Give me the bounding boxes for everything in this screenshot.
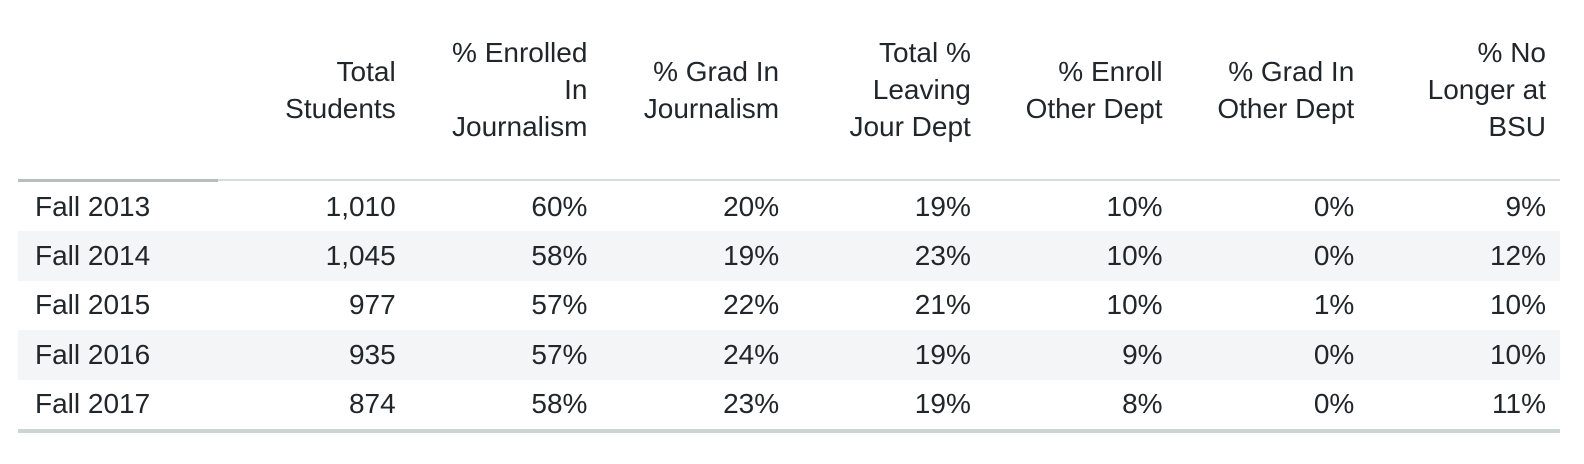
cell-grad-journalism[interactable]: 20%: [723, 190, 780, 222]
cell-no-longer-at-bsu[interactable]: 11%: [1492, 388, 1546, 420]
cell-total-students[interactable]: 977: [348, 289, 396, 321]
row-label[interactable]: Fall 2013: [35, 190, 151, 222]
cell-grad-journalism[interactable]: 19%: [723, 240, 780, 272]
cell-leaving-jour-dept[interactable]: 19%: [914, 190, 971, 222]
cell-leaving-jour-dept[interactable]: 19%: [914, 338, 971, 370]
cell-grad-journalism[interactable]: 24%: [723, 338, 780, 370]
cell-grad-journalism[interactable]: 23%: [723, 388, 780, 420]
table-row: Fall 2016 935 57% 24% 19% 9% 0% 10%: [18, 330, 1560, 380]
cell-enrolled-journalism[interactable]: 58%: [531, 240, 588, 272]
header-divider-data-segment: [218, 179, 1560, 181]
table-row: Fall 2013 1,010 60% 20% 19% 10% 0% 9%: [18, 182, 1560, 231]
table-row: Fall 2017 874 58% 23% 19% 8% 0% 11%: [18, 380, 1560, 429]
cell-enrolled-journalism[interactable]: 57%: [531, 289, 588, 321]
cell-grad-other-dept[interactable]: 1%: [1313, 289, 1355, 321]
cell-enroll-other-dept[interactable]: 10%: [1106, 240, 1163, 272]
data-table: Total Students % Enrolled In Journalism …: [18, 0, 1560, 433]
cell-no-longer-at-bsu[interactable]: 10%: [1489, 338, 1546, 370]
cell-total-students[interactable]: 1,045: [325, 240, 396, 272]
cell-no-longer-at-bsu[interactable]: 9%: [1505, 190, 1546, 222]
cell-enroll-other-dept[interactable]: 8%: [1122, 388, 1163, 420]
row-label[interactable]: Fall 2016: [35, 338, 151, 370]
cell-leaving-jour-dept[interactable]: 19%: [914, 388, 971, 420]
row-label[interactable]: Fall 2015: [35, 289, 151, 321]
cell-total-students[interactable]: 935: [348, 338, 396, 370]
cell-leaving-jour-dept[interactable]: 21%: [914, 289, 971, 321]
column-header-grad-other-dept[interactable]: % Grad In Other Dept: [1217, 55, 1355, 124]
column-header-grad-journalism[interactable]: % Grad In Journalism: [643, 55, 780, 124]
cell-enroll-other-dept[interactable]: 9%: [1122, 338, 1163, 370]
cell-grad-other-dept[interactable]: 0%: [1313, 338, 1355, 370]
table-header-row: Total Students % Enrolled In Journalism …: [18, 0, 1560, 179]
cell-grad-other-dept[interactable]: 0%: [1313, 240, 1355, 272]
table-body: Fall 2013 1,010 60% 20% 19% 10% 0% 9% Fa…: [18, 182, 1560, 433]
cell-no-longer-at-bsu[interactable]: 12%: [1489, 240, 1546, 272]
cell-enroll-other-dept[interactable]: 10%: [1106, 289, 1163, 321]
row-label[interactable]: Fall 2017: [35, 388, 151, 420]
header-divider-rowlabel-segment: [18, 179, 218, 182]
cell-grad-journalism[interactable]: 22%: [723, 289, 780, 321]
column-header-leaving-jour-dept[interactable]: Total % Leaving Jour Dept: [849, 37, 971, 142]
cell-enrolled-journalism[interactable]: 60%: [531, 190, 588, 222]
row-label[interactable]: Fall 2014: [35, 240, 151, 272]
header-divider: [18, 179, 1560, 182]
table-row: Fall 2015 977 57% 22% 21% 10% 1% 10%: [18, 281, 1560, 330]
column-header-no-longer-at-bsu[interactable]: % No Longer at BSU: [1427, 37, 1546, 142]
cell-enrolled-journalism[interactable]: 57%: [531, 338, 588, 370]
cell-no-longer-at-bsu[interactable]: 10%: [1489, 289, 1546, 321]
cell-enroll-other-dept[interactable]: 10%: [1106, 190, 1163, 222]
cell-grad-other-dept[interactable]: 0%: [1313, 388, 1355, 420]
table-row: Fall 2014 1,045 58% 19% 23% 10% 0% 12%: [18, 231, 1560, 281]
cell-grad-other-dept[interactable]: 0%: [1313, 190, 1355, 222]
column-header-total-students[interactable]: Total Students: [285, 55, 396, 124]
cell-total-students[interactable]: 1,010: [325, 190, 396, 222]
column-header-enroll-other-dept[interactable]: % Enroll Other Dept: [1025, 55, 1163, 124]
column-header-enrolled-journalism[interactable]: % Enrolled In Journalism: [452, 37, 588, 142]
cell-total-students[interactable]: 874: [348, 388, 396, 420]
cell-enrolled-journalism[interactable]: 58%: [531, 388, 588, 420]
cell-leaving-jour-dept[interactable]: 23%: [914, 240, 971, 272]
